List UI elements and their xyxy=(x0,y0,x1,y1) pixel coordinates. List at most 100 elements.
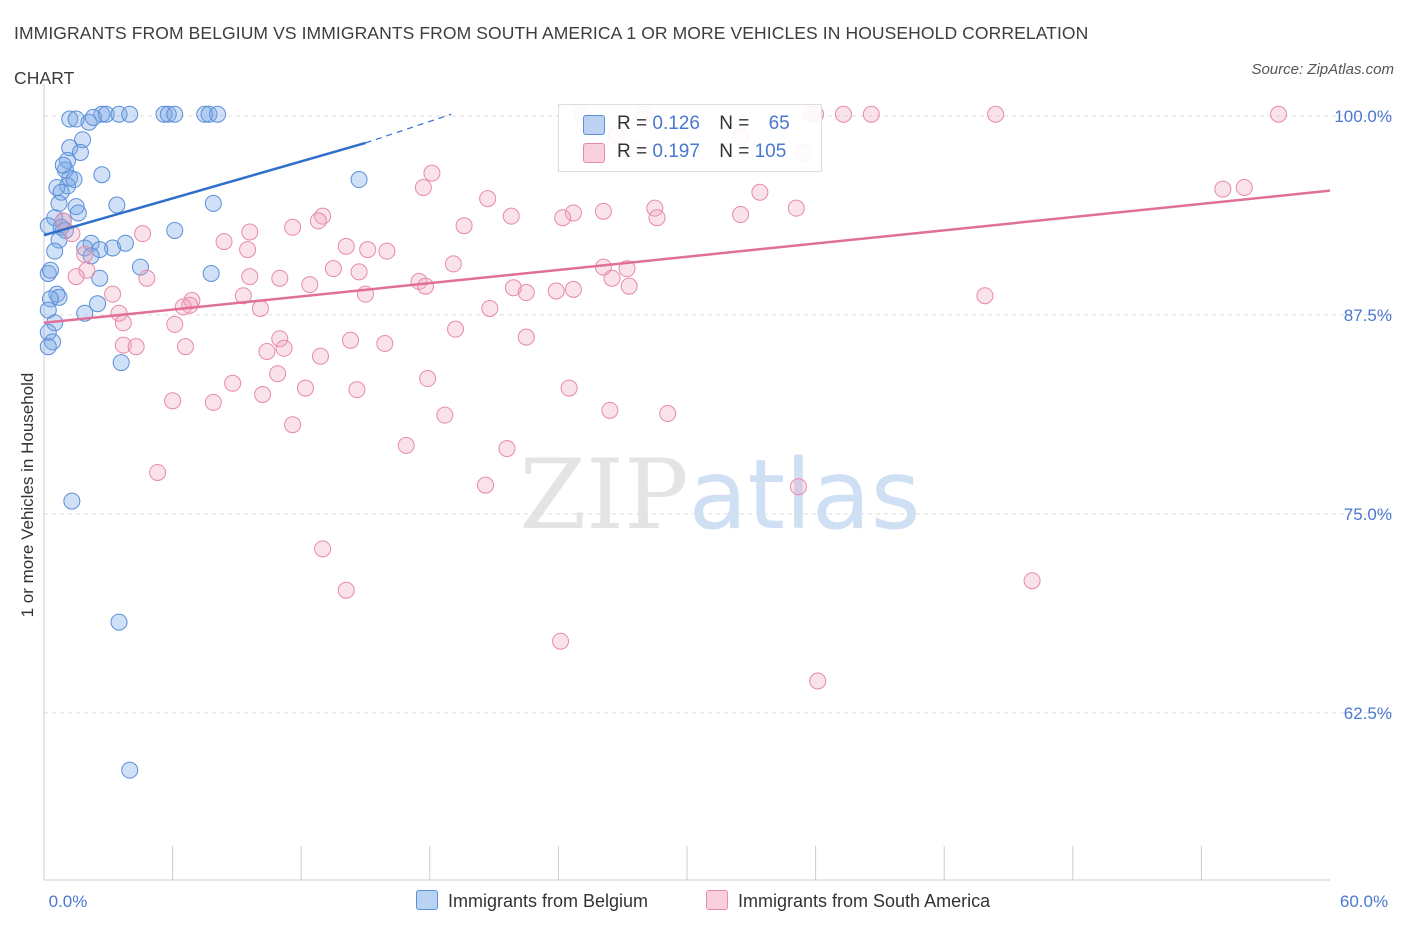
data-point-south-america xyxy=(337,581,355,599)
data-point-south-america xyxy=(224,374,242,392)
data-point-south-america xyxy=(1214,180,1232,198)
data-point-belgium xyxy=(84,108,102,126)
data-point-belgium xyxy=(61,139,79,157)
data-point-belgium xyxy=(63,492,81,510)
data-point-belgium xyxy=(209,105,227,123)
data-point-south-america xyxy=(648,209,666,227)
data-point-south-america xyxy=(271,269,289,287)
data-point-belgium xyxy=(108,196,126,214)
data-point-south-america xyxy=(397,436,415,454)
data-point-south-america xyxy=(314,540,332,558)
data-point-south-america xyxy=(751,183,769,201)
data-point-belgium xyxy=(61,110,79,128)
data-point-south-america xyxy=(149,463,167,481)
data-point-south-america xyxy=(502,207,520,225)
data-point-south-america xyxy=(477,476,495,494)
data-point-south-america xyxy=(517,284,535,302)
data-point-belgium xyxy=(54,156,72,174)
data-point-belgium xyxy=(41,290,59,308)
data-point-south-america xyxy=(166,315,184,333)
legend-belgium-swatch xyxy=(416,890,438,910)
data-point-belgium xyxy=(93,105,111,123)
data-point-belgium xyxy=(74,131,92,149)
data-point-south-america xyxy=(504,279,522,297)
legend-item-belgium: Immigrants from Belgium xyxy=(416,890,648,912)
legend-item-south-america: Immigrants from South America xyxy=(706,890,990,912)
data-point-belgium xyxy=(41,261,59,279)
data-point-belgium xyxy=(67,110,85,128)
data-point-south-america xyxy=(104,285,122,303)
data-point-south-america xyxy=(127,338,145,356)
data-point-belgium xyxy=(93,166,111,184)
data-point-south-america xyxy=(417,277,435,295)
data-point-south-america xyxy=(1235,178,1253,196)
data-point-south-america xyxy=(251,299,269,317)
data-point-belgium xyxy=(39,264,57,282)
data-point-south-america xyxy=(296,379,314,397)
chart-title: IMMIGRANTS FROM BELGIUM VS IMMIGRANTS FR… xyxy=(14,20,1174,91)
data-point-south-america xyxy=(164,392,182,410)
south-america-swatch xyxy=(583,143,605,163)
data-point-belgium xyxy=(50,194,68,212)
data-point-south-america xyxy=(241,268,259,286)
watermark: ZIPatlas xyxy=(519,439,920,551)
correlation-legend: R = 0.126 N = 65 R = 0.197 N = 105 xyxy=(558,104,822,172)
belgium-n-value: 65 xyxy=(768,113,790,134)
data-point-south-america xyxy=(376,334,394,352)
data-point-belgium xyxy=(121,761,139,779)
data-point-south-america xyxy=(436,406,454,424)
x-tick-label-min: 0.0% xyxy=(49,892,88,911)
data-point-belgium xyxy=(52,183,70,201)
south-america-r-value: 0.197 xyxy=(652,141,700,162)
data-point-south-america xyxy=(594,202,612,220)
data-point-south-america xyxy=(284,416,302,434)
data-point-south-america xyxy=(560,379,578,397)
data-point-south-america xyxy=(378,242,396,260)
data-point-south-america xyxy=(284,218,302,236)
data-point-belgium xyxy=(50,288,68,306)
data-point-south-america xyxy=(789,478,807,496)
data-point-south-america xyxy=(234,287,252,305)
data-point-south-america xyxy=(862,105,880,123)
trend-line-extension-belgium xyxy=(365,113,452,144)
y-axis-label: 1 or more Vehicles in Household xyxy=(18,372,37,618)
belgium-swatch xyxy=(583,115,605,135)
data-point-south-america xyxy=(134,225,152,243)
south-america-n-value: 105 xyxy=(754,141,787,162)
data-point-south-america xyxy=(239,241,257,259)
data-point-south-america xyxy=(601,401,619,419)
south-america-n-label: N = xyxy=(719,141,755,162)
data-point-south-america xyxy=(834,105,852,123)
data-point-south-america xyxy=(419,370,437,388)
data-point-south-america xyxy=(311,347,329,365)
data-point-south-america xyxy=(547,282,565,300)
y-tick-label: 87.5% xyxy=(1344,306,1392,325)
data-point-south-america xyxy=(1270,105,1288,123)
data-point-south-america xyxy=(271,330,289,348)
y-tick-label: 100.0% xyxy=(1334,107,1392,126)
data-point-belgium xyxy=(39,323,57,341)
data-point-belgium xyxy=(202,264,220,282)
south-america-r-label: R = xyxy=(617,141,653,162)
watermark-zip: ZIP xyxy=(519,439,688,551)
data-point-south-america xyxy=(176,338,194,356)
data-point-south-america xyxy=(359,241,377,259)
data-point-south-america xyxy=(114,336,132,354)
data-point-belgium xyxy=(116,234,134,252)
data-point-belgium xyxy=(71,143,89,161)
data-point-belgium xyxy=(204,194,222,212)
belgium-r-value: 0.126 xyxy=(652,113,700,134)
data-point-belgium xyxy=(166,105,184,123)
data-point-south-america xyxy=(258,342,276,360)
data-point-south-america xyxy=(341,331,359,349)
belgium-r-label: R = xyxy=(617,113,653,134)
data-point-south-america xyxy=(517,328,535,346)
data-point-belgium xyxy=(69,204,87,222)
data-point-south-america xyxy=(324,260,342,278)
data-point-south-america xyxy=(603,269,621,287)
data-point-south-america xyxy=(809,672,827,690)
data-point-belgium xyxy=(200,105,218,123)
data-point-south-america xyxy=(114,314,132,332)
data-point-south-america xyxy=(552,632,570,650)
data-point-south-america xyxy=(241,223,259,241)
